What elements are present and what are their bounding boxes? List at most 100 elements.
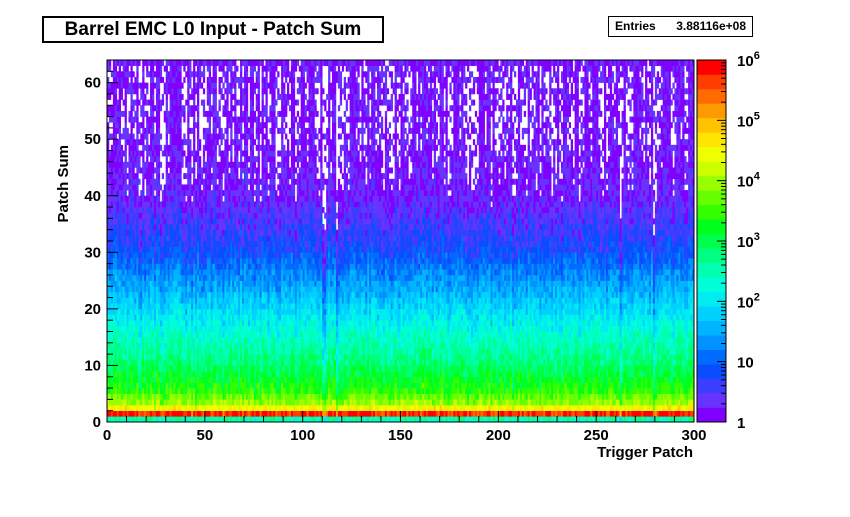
heatmap-cell	[155, 286, 159, 293]
heatmap-cell	[224, 314, 227, 321]
heatmap-cell	[206, 195, 210, 202]
heatmap-cell	[122, 263, 125, 270]
heatmap-cell	[191, 201, 194, 208]
heatmap-cell	[218, 144, 221, 151]
heatmap-cell	[136, 224, 139, 230]
heatmap-cell	[236, 320, 239, 327]
heatmap-cell	[195, 274, 198, 281]
heatmap-cell	[271, 161, 274, 168]
heatmap-cell	[183, 184, 186, 191]
heatmap-cell	[238, 252, 241, 259]
heatmap-cell	[206, 212, 210, 219]
heatmap-cell	[191, 218, 194, 225]
heatmap-cell	[200, 303, 204, 310]
heatmap-cell	[234, 167, 237, 174]
heatmap-cell	[230, 416, 233, 423]
heatmap-cell	[189, 359, 192, 366]
heatmap-cell	[208, 382, 212, 389]
heatmap-cell	[218, 314, 221, 321]
heatmap-cell	[222, 393, 225, 400]
heatmap-cell	[195, 291, 198, 298]
heatmap-cell	[242, 320, 245, 327]
heatmap-cell	[249, 257, 253, 264]
heatmap-cell	[185, 393, 188, 400]
heatmap-cell	[206, 224, 210, 230]
heatmap-cell	[177, 161, 180, 168]
heatmap-cell	[138, 156, 141, 163]
heatmap-cell	[181, 110, 184, 117]
heatmap-cell	[191, 376, 194, 383]
heatmap-cell	[163, 212, 166, 219]
heatmap-cell	[255, 325, 258, 332]
heatmap-cell	[212, 263, 215, 270]
heatmap-cell	[167, 348, 170, 355]
heatmap-cell	[130, 297, 133, 304]
heatmap-cell	[191, 348, 194, 355]
heatmap-cell	[230, 71, 233, 78]
heatmap-cell	[226, 393, 229, 400]
heatmap-cell	[142, 354, 145, 361]
heatmap-cell	[193, 88, 196, 95]
heatmap-cell	[247, 388, 251, 395]
heatmap-cell	[195, 359, 198, 366]
heatmap-cell	[261, 274, 264, 281]
heatmap-cell	[198, 376, 202, 383]
heatmap-cell	[169, 291, 172, 298]
heatmap-cell	[255, 127, 258, 134]
heatmap-cell	[144, 167, 147, 174]
heatmap-cell	[120, 365, 123, 372]
heatmap-cell	[210, 60, 213, 66]
heatmap-cell	[126, 291, 129, 298]
heatmap-cell	[183, 246, 186, 253]
heatmap-cell	[122, 71, 125, 78]
heatmap-cell	[208, 224, 212, 230]
heatmap-cell	[234, 376, 237, 383]
heatmap-cell	[185, 263, 188, 270]
heatmap-cell	[116, 388, 120, 395]
heatmap-cell	[150, 308, 153, 315]
heatmap-cell	[200, 286, 204, 293]
heatmap-cell	[159, 184, 163, 191]
heatmap-cell	[251, 280, 255, 287]
heatmap-cell	[212, 122, 215, 129]
heatmap-cell	[189, 257, 192, 264]
heatmap-cell	[249, 161, 253, 168]
heatmap-cell	[124, 393, 127, 400]
heatmap-cell	[245, 105, 249, 112]
heatmap-cell	[259, 359, 262, 366]
heatmap-cell	[195, 410, 198, 417]
heatmap-cell	[267, 235, 270, 242]
heatmap-cell	[122, 388, 125, 395]
heatmap-cell	[146, 371, 149, 378]
heatmap-cell	[167, 359, 170, 366]
heatmap-cell	[251, 65, 255, 72]
heatmap-cell	[230, 348, 233, 355]
heatmap-cell	[189, 252, 192, 259]
heatmap-cell	[163, 229, 166, 236]
heatmap-cell	[202, 184, 206, 191]
heatmap-cell	[128, 60, 131, 66]
heatmap-cell	[242, 150, 245, 157]
heatmap-cell	[183, 286, 186, 293]
heatmap-cell	[124, 246, 127, 253]
heatmap-cell	[175, 365, 178, 372]
heatmap-cell	[255, 207, 258, 214]
heatmap-cell	[152, 218, 155, 225]
heatmap-cell	[167, 376, 170, 383]
heatmap-cell	[152, 320, 155, 327]
heatmap-cell	[136, 393, 139, 400]
heatmap-cell	[267, 286, 270, 293]
heatmap-cell	[171, 88, 174, 95]
heatmap-cell	[144, 195, 147, 202]
heatmap-cell	[134, 88, 137, 95]
heatmap-cell	[222, 133, 225, 140]
heatmap-cell	[214, 207, 217, 214]
heatmap-cell	[202, 308, 206, 315]
heatmap-cell	[114, 110, 118, 117]
heatmap-cell	[269, 308, 272, 315]
heatmap-cell	[261, 337, 264, 344]
heatmap-cell	[202, 207, 206, 214]
heatmap-cell	[120, 201, 123, 208]
heatmap-cell	[230, 405, 233, 411]
heatmap-cell	[142, 269, 145, 276]
